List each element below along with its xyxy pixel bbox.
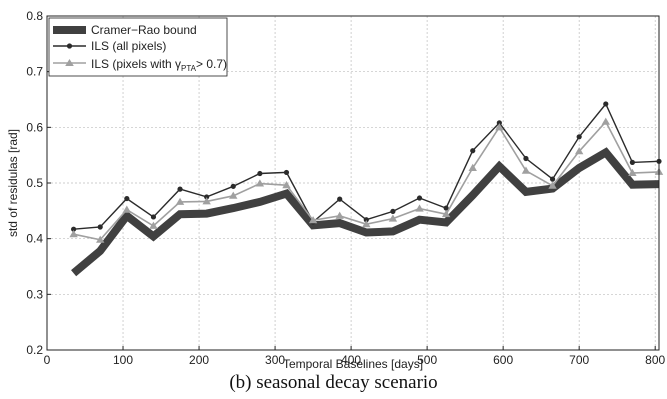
data-point-ils-all <box>204 194 210 200</box>
data-point-ils-all <box>603 101 609 107</box>
data-point-ils-all <box>523 155 529 162</box>
data-point-ils-all <box>97 224 103 230</box>
data-point-ils-pta <box>69 230 78 238</box>
x-tick-label: 0 <box>44 353 51 367</box>
legend-label-ils-pta-symbol: γ <box>175 57 181 71</box>
series-line-cramer-rao <box>71 147 660 277</box>
data-point-ils-all <box>283 169 290 176</box>
data-point-ils-all <box>257 170 263 177</box>
legend-label-ils-pta-subscript: PTA <box>181 64 197 73</box>
y-tick-label: 0.5 <box>26 176 43 190</box>
data-point-ils-all <box>337 196 343 202</box>
data-point-ils-all <box>496 120 502 126</box>
data-point-ils-pta <box>521 166 531 174</box>
y-axis-label: std of residulas [rad] <box>6 129 20 237</box>
data-point-ils-all <box>230 183 236 189</box>
x-tick-label: 500 <box>417 353 437 367</box>
data-point-ils-all <box>470 148 476 154</box>
data-point-ils-pta <box>96 235 105 243</box>
chart: 0 100 200 300 400 500 600 700 800 0.2 0.3 0.4 0.5 0.6… <box>6 9 666 371</box>
data-point-ils-all <box>363 217 369 223</box>
legend-marker-ils-all <box>66 43 73 49</box>
data-point-ils-pta <box>495 123 504 131</box>
x-tick-label: 700 <box>569 353 589 367</box>
data-point-ils-pta <box>388 214 398 222</box>
data-point-ils-all <box>150 214 157 220</box>
data-point-ils-all <box>390 208 396 214</box>
legend-label-ils-pta: ILS (pixels with γPTA> 0.7) <box>91 57 227 73</box>
x-axis-label: Temporal Baselines [days] <box>283 357 423 371</box>
data-point-ils-all <box>629 159 635 166</box>
x-tick-label: 300 <box>265 353 285 367</box>
legend-label-cramer-rao: Cramer−Rao bound <box>91 23 197 37</box>
data-point-ils-pta <box>441 209 451 218</box>
data-point-ils-pta <box>308 216 318 224</box>
x-tick-label: 800 <box>645 353 665 367</box>
data-point-ils-all <box>124 195 130 202</box>
x-tick-label: 600 <box>493 353 513 367</box>
x-tick-label: 100 <box>113 353 133 367</box>
legend-label-ils-all: ILS (all pixels) <box>91 39 166 53</box>
y-tick-label: 0.8 <box>26 9 43 23</box>
x-tick-label: 400 <box>341 353 361 367</box>
data-point-ils-pta <box>175 197 185 205</box>
data-point-ils-pta <box>255 179 265 187</box>
data-point-ils-pta <box>229 191 238 199</box>
data-point-ils-pta <box>122 205 132 213</box>
data-point-ils-pta <box>628 168 637 176</box>
legend-label-ils-pta-prefix: ILS (pixels with <box>91 57 175 71</box>
series-layer <box>69 101 664 277</box>
data-point-ils-pta <box>335 211 344 219</box>
legend-label-ils-pta-suffix: > 0.7) <box>196 57 227 71</box>
y-tick-label: 0.4 <box>26 232 43 246</box>
legend: Cramer−Rao bound ILS (all pixels) ILS (p… <box>48 17 228 77</box>
legend-marker-ils-pta <box>65 59 74 66</box>
data-point-ils-all <box>416 195 423 201</box>
data-point-ils-pta <box>601 117 610 125</box>
data-point-ils-pta <box>202 197 211 205</box>
y-tick-label: 0.2 <box>26 343 43 357</box>
data-point-ils-pta <box>415 204 424 212</box>
ticks: 0 100 200 300 400 500 600 700 800 0.2 0.3 0.4 0.5 0.6… <box>26 9 665 367</box>
x-tick-label: 200 <box>189 353 209 367</box>
data-point-ils-pta <box>149 221 158 229</box>
data-point-ils-pta <box>362 219 371 228</box>
data-point-ils-all <box>443 205 449 211</box>
data-point-ils-pta <box>574 147 584 155</box>
data-point-ils-all <box>177 186 183 192</box>
data-point-ils-all <box>576 134 582 140</box>
data-point-ils-pta <box>548 181 557 189</box>
data-point-ils-all <box>71 226 77 232</box>
data-point-ils-pta <box>468 163 477 171</box>
data-point-ils-all <box>549 176 556 182</box>
figure-caption: (b) seasonal decay scenario <box>229 372 438 393</box>
y-tick-label: 0.6 <box>26 120 43 134</box>
data-point-ils-pta <box>282 181 291 189</box>
y-tick-label: 0.3 <box>26 287 43 301</box>
y-tick-label: 0.7 <box>26 65 43 79</box>
